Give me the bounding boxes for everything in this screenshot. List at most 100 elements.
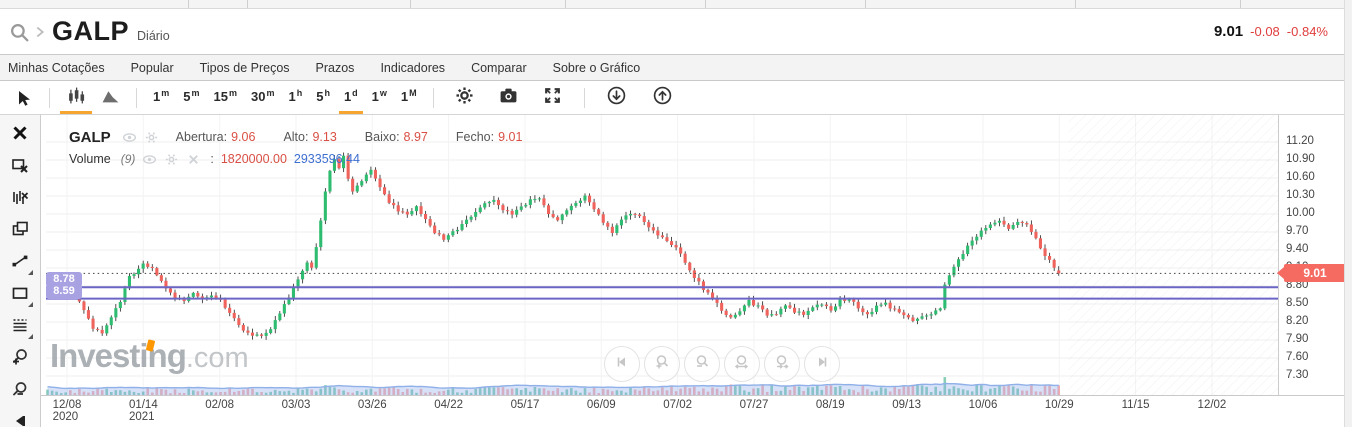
x-axis[interactable]: 12/08 2020 01/14 2021 02/08 03/03 03/26 04/22 05… xyxy=(41,395,1352,424)
menu-item-sobre-o-gr-fico[interactable]: Sobre o Gráfico xyxy=(552,60,641,75)
zoom-in-tool[interactable] xyxy=(8,349,32,370)
duplicate-icon xyxy=(11,220,29,243)
y-tick-label: 10.30 xyxy=(1286,189,1315,201)
fullscreen-button[interactable] xyxy=(536,84,570,112)
drawing-tools-sidebar xyxy=(0,115,41,427)
price-chart-svg[interactable] xyxy=(46,115,1279,395)
gear-icon[interactable] xyxy=(164,152,179,167)
x-tick-label: 09/13 xyxy=(892,399,922,411)
delete-selection-tool[interactable] xyxy=(8,157,32,178)
save-chart-button[interactable] xyxy=(600,84,634,112)
legend-value: 9.13 xyxy=(312,130,337,144)
submenu-caret xyxy=(28,334,33,339)
zoom-in-button[interactable] xyxy=(644,346,680,382)
close-tool[interactable] xyxy=(8,125,32,146)
load-chart-button[interactable] xyxy=(646,84,680,112)
cursor-tool-button[interactable] xyxy=(6,84,40,112)
legend-value: 8.97 xyxy=(403,130,428,144)
quote-block: 9.01 -0.08 -0.84% xyxy=(1214,23,1338,40)
screenshot-button[interactable] xyxy=(492,84,526,112)
legend-value: 9.06 xyxy=(231,130,256,144)
collapse-panel-tool[interactable] xyxy=(8,413,32,427)
pan-right-icon xyxy=(813,353,831,376)
x-tick-label: 02/08 xyxy=(205,399,235,411)
menu-item-popular[interactable]: Popular xyxy=(130,60,174,75)
x-tick-label: 12/08 2020 xyxy=(52,399,82,423)
y-tick-label: 9.40 xyxy=(1286,243,1309,255)
duplicate-tool[interactable] xyxy=(8,221,32,242)
x-tick-label: 11/15 xyxy=(1121,399,1150,411)
top-strip xyxy=(0,0,1352,9)
y-axis[interactable]: 11.2010.9010.6010.3010.009.709.409.108.8… xyxy=(1279,115,1346,395)
legend-value: 9.01 xyxy=(498,130,523,144)
chart-area[interactable]: GALP Abertura: 9.06 Alto: 9.13 Baixo: 8.97 Fec… xyxy=(41,115,1352,427)
menu-item-indicadores[interactable]: Indicadores xyxy=(380,60,446,75)
fullscreen-icon xyxy=(543,86,562,110)
chart-nav-buttons xyxy=(604,346,840,382)
menubar: Minhas Cotações Popular Tipos de Preços Pra… xyxy=(0,54,1352,81)
y-tick-label: 8.20 xyxy=(1286,315,1309,327)
toolbar-separator xyxy=(583,87,585,108)
volume-ma-value: 2933596.44 xyxy=(293,152,360,166)
close-icon[interactable] xyxy=(186,152,201,167)
delete-indicators-icon xyxy=(11,188,29,211)
timeframe-15m-button[interactable]: 15 m xyxy=(213,87,237,104)
settings-button[interactable] xyxy=(448,84,482,112)
volume-colon: : xyxy=(210,152,214,166)
y-tick-label: 8.50 xyxy=(1286,297,1309,309)
zoom-horizontal-button[interactable] xyxy=(724,346,760,382)
menu-item-minhas-cota-es[interactable]: Minhas Cotações xyxy=(8,60,105,75)
zoom-in-icon xyxy=(653,353,671,376)
legend-field-fecho: Fecho: 9.01 xyxy=(455,130,523,144)
close-icon xyxy=(11,124,29,147)
scrollbar[interactable] xyxy=(1344,0,1352,427)
eye-icon[interactable] xyxy=(122,130,137,145)
toolbar: 1 m 5 m 15 m 30 m 1 h 5 h 1 d 1 w 1 M xyxy=(0,81,1352,115)
pan-left-button[interactable] xyxy=(604,346,640,382)
save-chart-icon xyxy=(607,86,626,110)
y-tick-label: 10.00 xyxy=(1286,207,1315,219)
volume-value: 1820000.00 xyxy=(220,152,287,166)
timeframe-label: Diário xyxy=(137,28,170,43)
x-tick-label: 04/22 xyxy=(434,399,464,411)
zoom-out-button[interactable] xyxy=(684,346,720,382)
pan-right-button[interactable] xyxy=(804,346,840,382)
settings-icon xyxy=(455,86,474,110)
menu-item-tipos-de-pre-os[interactable]: Tipos de Preços xyxy=(199,60,290,75)
gear-icon[interactable] xyxy=(144,130,159,145)
candlestick-chart-button[interactable] xyxy=(59,84,93,114)
menu-item-prazos[interactable]: Prazos xyxy=(315,60,355,75)
zoom-out-icon xyxy=(693,353,711,376)
zoom-horizontal-icon xyxy=(733,353,751,376)
delete-selection-icon xyxy=(11,156,29,179)
menu-item-comparar[interactable]: Comparar xyxy=(471,60,527,75)
eye-icon[interactable] xyxy=(142,152,157,167)
collapse-panel-icon xyxy=(11,412,29,427)
zoom-reset-button[interactable] xyxy=(764,346,800,382)
pan-left-icon xyxy=(613,353,631,376)
level-badge-8.59: 8.59 xyxy=(46,283,82,299)
zoom-out-tool[interactable] xyxy=(8,381,32,402)
delete-indicators-tool[interactable] xyxy=(8,189,32,210)
last-price: 9.01 xyxy=(1213,23,1244,40)
horizontal-lines-tool[interactable] xyxy=(8,316,33,339)
price-change: -0.08 xyxy=(1250,24,1280,39)
x-tick-label: 03/03 xyxy=(281,399,311,411)
horizontal-lines-icon xyxy=(11,316,29,339)
trendline-tool[interactable] xyxy=(8,253,33,275)
zoom-in-icon xyxy=(11,348,29,371)
legend-field-baixo: Baixo: 8.97 xyxy=(364,130,428,144)
timeframe-30m-button[interactable]: 30 m xyxy=(250,87,275,104)
area-chart-button[interactable] xyxy=(93,84,127,112)
level-badge-8.78: 8.78 xyxy=(46,272,82,288)
rectangle-tool[interactable] xyxy=(8,285,33,307)
search-icon[interactable] xyxy=(8,21,30,43)
